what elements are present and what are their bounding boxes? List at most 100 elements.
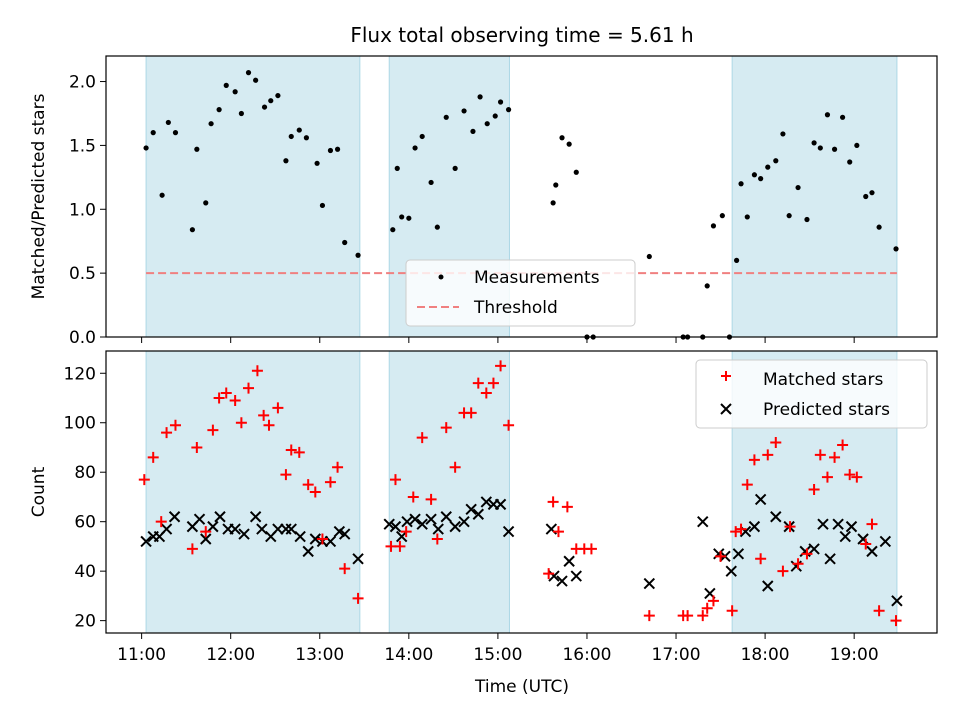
measurement-point (550, 200, 556, 206)
measurement-point (303, 135, 310, 141)
predicted-star-point (570, 570, 582, 582)
matched-star-point (715, 550, 727, 562)
matched-star-point (735, 523, 747, 535)
matched-star-point (808, 484, 820, 496)
y-tick-label: 40 (74, 562, 96, 582)
predicted-star-point (409, 513, 421, 525)
measurement-point (710, 223, 717, 229)
measurement-point (203, 200, 209, 206)
measurement-point (505, 107, 512, 113)
predicted-star-point (808, 543, 820, 555)
measurement-point (893, 246, 899, 252)
matched-star-point (851, 471, 863, 483)
y-tick-label: 0.0 (69, 328, 96, 348)
measurement-point (738, 181, 744, 187)
measurement-point (869, 190, 875, 196)
y-tick-label: 60 (74, 513, 96, 533)
matched-star-point (837, 439, 849, 451)
matched-star-point (495, 360, 507, 372)
measurement-point (839, 114, 846, 120)
measurement-point (452, 165, 458, 171)
measurement-point (847, 159, 853, 165)
measurement-point (824, 112, 831, 118)
matched-star-point (186, 543, 198, 555)
matched-star-point (407, 491, 419, 503)
matched-star-point (213, 392, 225, 404)
measurement-point (245, 70, 252, 76)
matched-star-point (777, 565, 789, 577)
legend-label-measurements: Measurements (474, 268, 600, 288)
measurement-point (804, 216, 810, 223)
measurement-point (194, 146, 200, 152)
matched-star-point (293, 446, 305, 458)
y-tick-label: 0.5 (69, 264, 96, 284)
predicted-star-point (725, 565, 737, 577)
measurement-point (704, 283, 710, 289)
measurement-point (566, 141, 572, 147)
measurement-point (470, 128, 476, 134)
matched-star-point (138, 474, 150, 486)
matched-star-point (643, 610, 655, 622)
matched-star-point (873, 605, 885, 617)
measurement-point (795, 184, 801, 191)
measurement-point (492, 113, 498, 119)
matched-star-point (844, 469, 856, 481)
y-ticks-top: 0.0 0.5 1.0 1.5 2.0 (69, 73, 106, 348)
matched-star-point (480, 387, 492, 399)
x-tick-label: 11:00 (117, 645, 166, 665)
x-ticks-bottom: 11:00 12:00 13:00 14:00 15:00 16:00 17:00 18:00… (117, 633, 879, 665)
predicted-star-point (160, 523, 173, 535)
measurement-point (406, 215, 412, 221)
x-ticks-top (141, 337, 855, 343)
matched-star-point (585, 543, 597, 555)
predicted-star-point (425, 513, 437, 525)
y-tick-label: 1.5 (69, 136, 96, 156)
predicted-star-point (193, 513, 206, 525)
x-tick-label: 15:00 (473, 645, 522, 665)
matched-star-point (243, 382, 255, 394)
y-axis-label-top: Matched/Predicted stars (29, 93, 49, 299)
legend-bottom: Matched stars Predicted stars (695, 359, 928, 429)
matched-star-point (220, 387, 232, 399)
predicted-star-point (285, 523, 297, 535)
measurement-point (342, 239, 348, 246)
matched-star-point (561, 501, 573, 513)
measurement-point (758, 176, 764, 182)
predicted-star-point (432, 523, 444, 535)
predicted-star-point (302, 545, 314, 558)
matched-star-point (449, 461, 461, 473)
measurement-point (208, 121, 214, 127)
legend-box-bottom (695, 359, 928, 429)
matched-star-point (741, 479, 753, 491)
measurement-point (484, 121, 490, 127)
matched-star-point (707, 595, 719, 607)
matched-star-point (191, 441, 203, 453)
predicted-star-point (168, 511, 181, 523)
measurement-point (559, 135, 565, 141)
matched-star-point (770, 437, 782, 449)
x-tick-label: 17:00 (652, 645, 701, 665)
matched-star-point (543, 568, 555, 580)
predicted-star-point (839, 530, 851, 543)
y-ticks-bottom: 20 40 60 80 100 120 (64, 364, 106, 632)
predicted-star-point (249, 511, 262, 523)
matched-star-point (784, 521, 796, 533)
measurement-point (296, 127, 302, 133)
matched-star-point (440, 422, 452, 434)
measurement-point (831, 146, 838, 152)
predicted-star-point (472, 508, 485, 520)
predicted-star-point (480, 496, 493, 508)
measurement-point (232, 89, 238, 95)
predicted-star-point (545, 523, 558, 535)
legend-marker-predicted (720, 403, 732, 415)
matched-star-point (169, 419, 181, 431)
matched-star-point (207, 424, 219, 436)
predicted-star-point (309, 533, 322, 545)
matched-star-point (547, 496, 559, 508)
predicted-star-point (440, 511, 452, 523)
legend-marker-matched (721, 371, 731, 381)
measurement-point (275, 92, 281, 99)
matched-star-point (161, 427, 173, 439)
predicted-star-point (762, 580, 774, 592)
matched-star-point (394, 540, 406, 552)
